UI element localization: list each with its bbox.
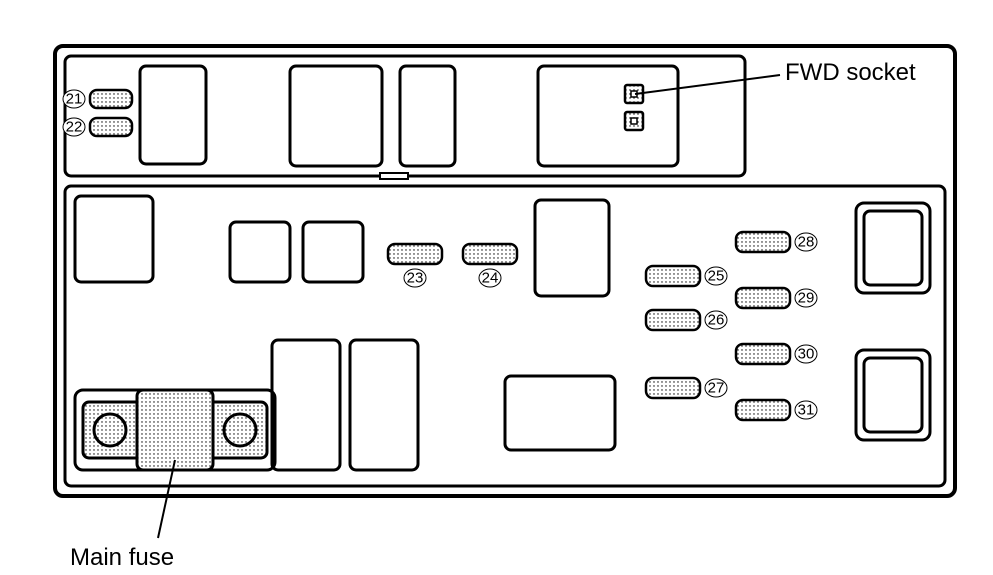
main-fuse-center (137, 390, 213, 470)
fuse-label-29: 29 (798, 290, 815, 307)
fuse-label-22: 22 (66, 119, 83, 136)
fuse-22 (90, 118, 132, 136)
fuse-label-23: 23 (407, 270, 424, 287)
fuse-28 (736, 232, 790, 252)
fwd-socket-label: FWD socket (785, 59, 916, 86)
panel-notch (380, 173, 408, 179)
fuse-label-31: 31 (798, 402, 815, 419)
fuse-label-25: 25 (708, 268, 725, 285)
fuse-label-26: 26 (708, 312, 725, 329)
fuse-31 (736, 400, 790, 420)
fuse-label-28: 28 (798, 234, 815, 251)
diagram-background (0, 0, 993, 575)
fuse-29 (736, 288, 790, 308)
fuse-30 (736, 344, 790, 364)
fuse-24 (463, 244, 517, 264)
fwd-socket-hole (631, 118, 637, 124)
main-fuse-label: Main fuse (70, 544, 174, 571)
fuse-label-21: 21 (66, 91, 83, 108)
fuse-26 (646, 310, 700, 330)
fuse-label-24: 24 (482, 270, 499, 287)
fuse-label-30: 30 (798, 346, 815, 363)
main-fuse-terminal (94, 414, 126, 446)
fuse-23 (388, 244, 442, 264)
main-fuse-terminal (224, 414, 256, 446)
fuse-21 (90, 90, 132, 108)
fuse-25 (646, 266, 700, 286)
fuse-label-27: 27 (708, 380, 725, 397)
fuse-27 (646, 378, 700, 398)
